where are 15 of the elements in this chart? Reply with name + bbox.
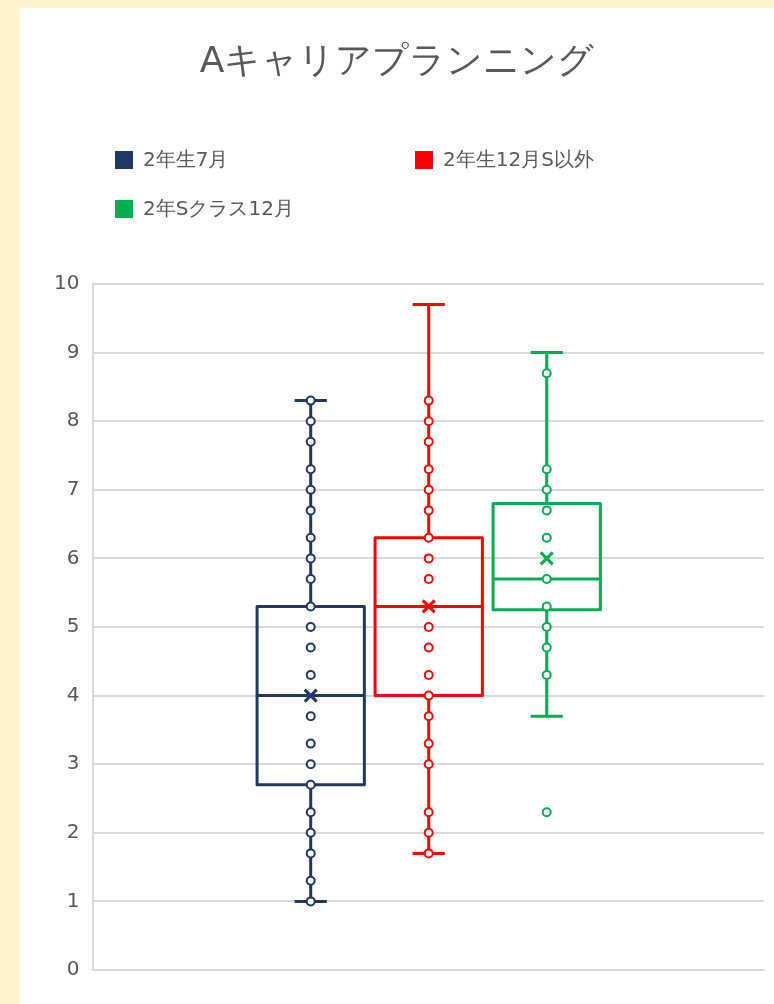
- y-tick-label: 0: [66, 956, 80, 981]
- y-tick-label: 2: [66, 819, 80, 843]
- y-tick-label: 10: [54, 270, 80, 295]
- y-tick-label: 3: [66, 750, 80, 775]
- y-tick-label: 5: [66, 613, 80, 638]
- y-tick-label: 4: [66, 681, 80, 706]
- y-tick-label: 7: [66, 476, 80, 500]
- legend-label: 2年Sクラス12月: [143, 195, 294, 222]
- y-tick-label: 8: [66, 407, 80, 432]
- y-tick-label: 9: [66, 338, 80, 363]
- legend-label: 2年生12月S以外: [443, 146, 594, 173]
- y-tick-label: 1: [66, 887, 80, 912]
- legend-label: 2年生7月: [143, 146, 229, 173]
- chart-title: Aキャリアプランニング: [198, 38, 596, 82]
- y-tick-label: 6: [66, 544, 80, 569]
